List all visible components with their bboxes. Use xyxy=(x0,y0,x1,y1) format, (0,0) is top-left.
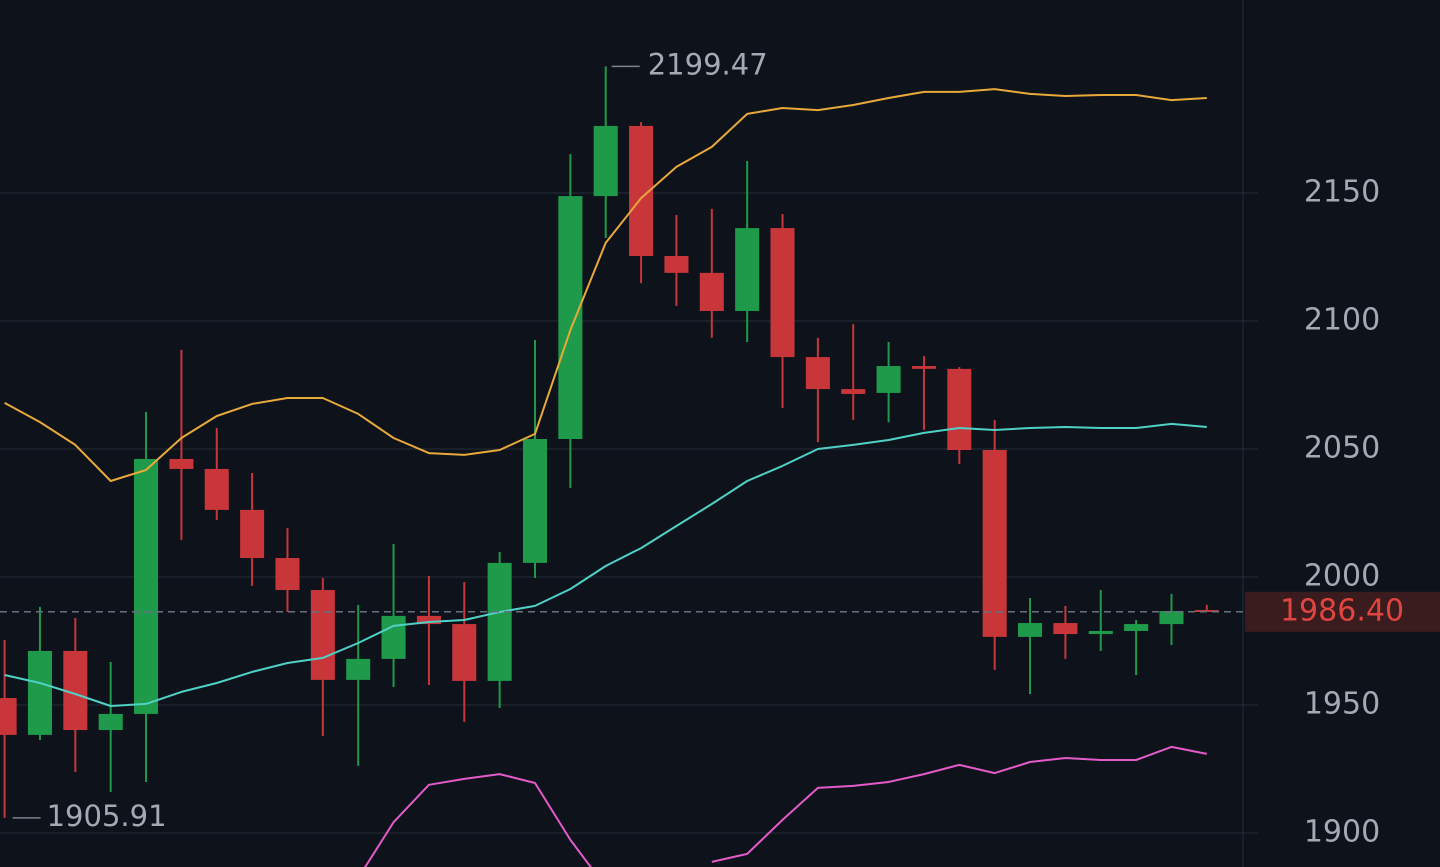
y-tick-label: 2000 xyxy=(1304,558,1380,593)
y-tick-label: 2150 xyxy=(1304,175,1380,210)
last-price-box xyxy=(1245,591,1440,632)
candle-body xyxy=(169,458,194,469)
candle-body xyxy=(346,658,371,680)
candle-body xyxy=(1124,624,1149,631)
y-tick-label: 2100 xyxy=(1304,302,1380,337)
candle-body xyxy=(1159,611,1184,625)
candle-body xyxy=(558,196,583,440)
candle-body xyxy=(310,590,335,680)
candle-body xyxy=(1018,623,1043,637)
candle-body xyxy=(134,458,159,714)
candle-body xyxy=(275,558,300,591)
candle-body xyxy=(98,713,123,731)
candle-body xyxy=(0,698,17,735)
candle-body xyxy=(1053,623,1078,635)
candle-body xyxy=(699,272,724,312)
y-tick-label: 2050 xyxy=(1304,430,1380,465)
last-price-label: 1986.40 xyxy=(1280,593,1404,628)
candle-body xyxy=(487,562,512,681)
candle-body xyxy=(876,366,901,393)
candle-body xyxy=(593,125,618,197)
candle-body xyxy=(841,389,866,394)
candle-body xyxy=(204,468,229,510)
candle-body xyxy=(522,439,548,563)
indicator-line xyxy=(363,745,1207,867)
candle-body xyxy=(452,624,477,681)
y-tick-label: 1950 xyxy=(1304,686,1380,721)
candle-body xyxy=(664,255,689,273)
candle-body xyxy=(381,615,406,659)
candle-body xyxy=(805,357,830,390)
candle-body xyxy=(416,615,441,625)
candle-body xyxy=(770,228,795,358)
candle-body xyxy=(27,650,52,735)
indicator-line xyxy=(4,422,1207,707)
candle-body xyxy=(1088,630,1113,635)
candle-body xyxy=(982,450,1007,637)
indicator-line xyxy=(4,88,1207,482)
candle-body xyxy=(911,366,936,369)
y-tick-label: 1900 xyxy=(1304,814,1380,849)
low-label: 1905.91 xyxy=(47,799,167,833)
candle-body xyxy=(947,368,972,451)
candle-body xyxy=(240,509,265,559)
candle-body xyxy=(1194,609,1219,612)
candle-body xyxy=(735,228,760,312)
high-label: 2199.47 xyxy=(648,47,768,81)
